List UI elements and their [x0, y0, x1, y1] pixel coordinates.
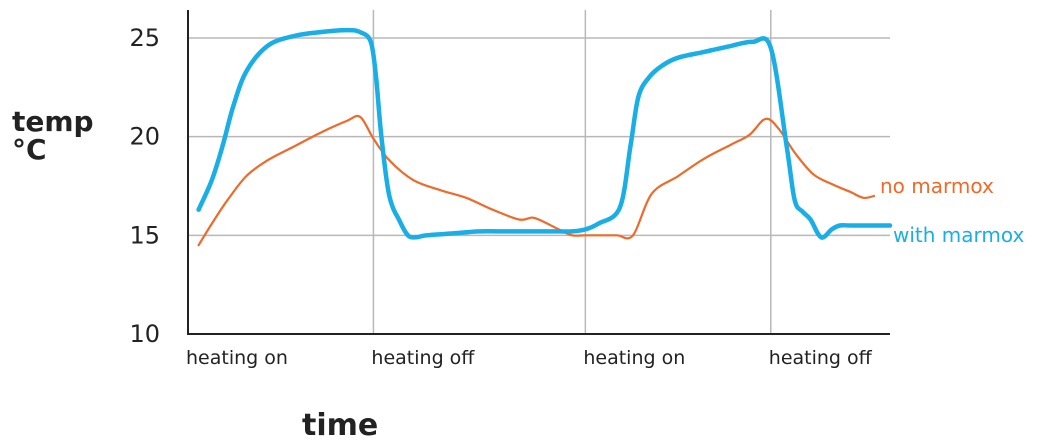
x-event-label-4: heating off: [769, 347, 873, 369]
y-tick-label-25: 25: [129, 24, 160, 52]
y-tick-label-15: 15: [129, 221, 160, 249]
y-tick-label-10: 10: [129, 320, 160, 348]
y-axis-label-line1: temp: [12, 105, 94, 138]
y-axis-label-line2: °C: [12, 133, 47, 166]
tick-labels: 25 20 15 10 heating on heating off heating on h…: [129, 24, 872, 369]
x-event-label-2: heating off: [371, 347, 475, 369]
legend-entry-with-marmox: with marmox: [893, 223, 1025, 247]
y-axis-label: temp °C: [12, 108, 94, 164]
x-axis-label: time: [302, 408, 379, 443]
series-line-with-marmox: [196, 27, 893, 240]
axes: [187, 10, 890, 335]
x-event-label-3: heating on: [583, 347, 685, 369]
x-event-label-1: heating on: [186, 347, 288, 369]
series-line-no-marmox: [197, 114, 876, 247]
y-tick-label-20: 20: [129, 123, 160, 151]
series-lines: [196, 27, 893, 247]
grid-lines: [188, 10, 890, 334]
legend-entry-no-marmox: no marmox: [880, 174, 994, 198]
